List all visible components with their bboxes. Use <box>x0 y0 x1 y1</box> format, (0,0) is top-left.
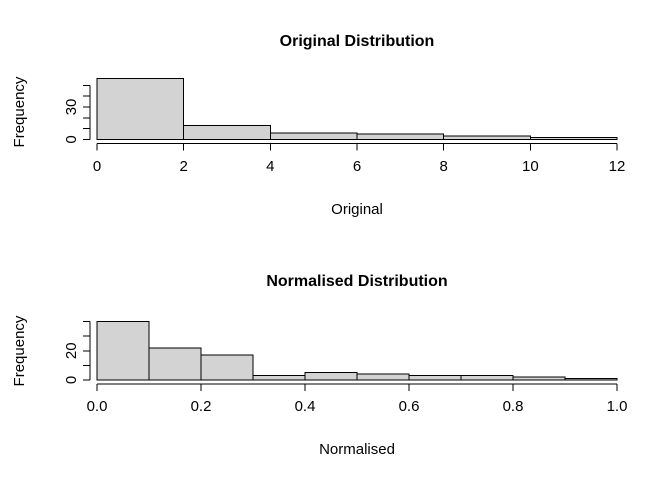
histogram-bar <box>252 375 306 381</box>
top-histogram: 0 2 4 6 8 10 12 0 30 <box>63 78 626 175</box>
y-tick-label: 20 <box>63 342 80 359</box>
histogram-bar <box>148 347 202 381</box>
histogram-bar <box>512 376 566 381</box>
x-tick-label: 4 <box>266 158 274 175</box>
x-tick-label: 8 <box>439 158 447 175</box>
bottom-histogram: 0.0 0.2 0.4 0.6 0.8 1.0 0 20 <box>63 321 628 415</box>
histogram-bar <box>443 135 531 140</box>
top-y-axis-label: Frequency <box>11 76 28 148</box>
x-tick-label: 12 <box>609 158 626 175</box>
x-tick-label: 0 <box>93 158 101 175</box>
bottom-y-axis-label: Frequency <box>11 315 28 387</box>
x-tick-label: 1.0 <box>607 398 628 415</box>
y-tick-label: 0 <box>63 135 80 143</box>
histogram-bar <box>529 136 618 141</box>
x-tick-label: 0.6 <box>399 398 420 415</box>
x-tick-label: 0.4 <box>295 398 316 415</box>
histogram-bar <box>356 373 410 381</box>
histogram-bar <box>96 78 185 140</box>
histogram-bar <box>408 375 462 381</box>
bottom-chart-title: Normalised Distribution <box>266 273 448 290</box>
x-tick-label: 0.2 <box>191 398 212 415</box>
histogram-bar <box>269 132 358 140</box>
x-tick-label: 0.0 <box>87 398 108 415</box>
histogram-bar <box>96 321 150 381</box>
top-x-axis-label: Original <box>331 201 383 218</box>
histogram-bar <box>564 378 618 381</box>
bottom-x-axis-label: Normalised <box>319 441 395 458</box>
x-tick-label: 0.8 <box>503 398 524 415</box>
y-tick-label: 30 <box>63 99 80 116</box>
histogram-bar <box>183 124 271 141</box>
top-chart-title: Original Distribution <box>279 33 435 50</box>
x-tick-label: 2 <box>179 158 187 175</box>
x-tick-label: 10 <box>522 158 539 175</box>
histogram-bar <box>356 133 445 141</box>
x-tick-label: 6 <box>353 158 361 175</box>
histogram-bar <box>304 372 358 381</box>
y-tick-label: 0 <box>63 376 80 384</box>
histogram-bar <box>200 354 254 381</box>
histogram-bar <box>460 375 514 381</box>
